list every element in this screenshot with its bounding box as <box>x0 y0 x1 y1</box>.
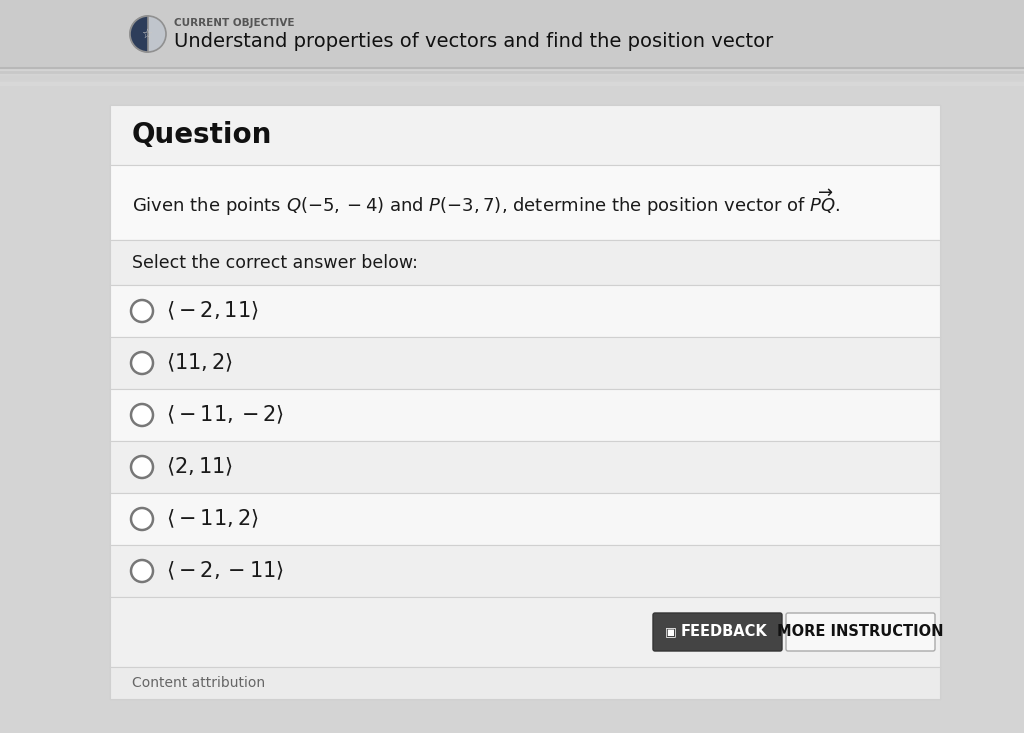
Text: ☆: ☆ <box>141 28 153 40</box>
FancyBboxPatch shape <box>786 613 935 651</box>
FancyBboxPatch shape <box>110 165 940 240</box>
Text: $\langle -11,-2\rangle$: $\langle -11,-2\rangle$ <box>166 404 285 426</box>
Circle shape <box>130 16 166 52</box>
FancyBboxPatch shape <box>110 441 940 493</box>
Text: $\langle 2,11\rangle$: $\langle 2,11\rangle$ <box>166 456 233 478</box>
Text: CURRENT OBJECTIVE: CURRENT OBJECTIVE <box>174 18 295 28</box>
FancyBboxPatch shape <box>110 285 940 337</box>
Text: Select the correct answer below:: Select the correct answer below: <box>132 254 418 271</box>
Circle shape <box>131 456 153 478</box>
Text: MORE INSTRUCTION: MORE INSTRUCTION <box>777 625 944 639</box>
Text: $\langle 11,2\rangle$: $\langle 11,2\rangle$ <box>166 352 233 375</box>
Text: FEEDBACK: FEEDBACK <box>681 625 768 639</box>
Text: $\langle -2,11\rangle$: $\langle -2,11\rangle$ <box>166 300 259 323</box>
Text: Understand properties of vectors and find the position vector: Understand properties of vectors and fin… <box>174 32 773 51</box>
FancyBboxPatch shape <box>110 105 940 699</box>
FancyBboxPatch shape <box>110 240 940 285</box>
FancyBboxPatch shape <box>110 105 940 165</box>
FancyBboxPatch shape <box>110 597 940 667</box>
Text: Question: Question <box>132 121 272 149</box>
FancyBboxPatch shape <box>0 0 1024 68</box>
Text: $\langle -2,-11\rangle$: $\langle -2,-11\rangle$ <box>166 560 285 582</box>
FancyBboxPatch shape <box>110 337 940 389</box>
Wedge shape <box>130 16 148 52</box>
FancyBboxPatch shape <box>110 493 940 545</box>
FancyBboxPatch shape <box>653 613 782 651</box>
FancyBboxPatch shape <box>110 667 940 699</box>
Circle shape <box>131 560 153 582</box>
Text: $\langle -11,2\rangle$: $\langle -11,2\rangle$ <box>166 508 259 530</box>
Circle shape <box>131 508 153 530</box>
Text: ▣: ▣ <box>665 625 677 638</box>
Text: Given the points $Q(-5,-4)$ and $P(-3,7)$, determine the position vector of $\ov: Given the points $Q(-5,-4)$ and $P(-3,7)… <box>132 187 840 218</box>
Circle shape <box>131 352 153 374</box>
Text: Content attribution: Content attribution <box>132 676 265 690</box>
FancyBboxPatch shape <box>110 389 940 441</box>
Circle shape <box>131 300 153 322</box>
FancyBboxPatch shape <box>110 545 940 597</box>
Circle shape <box>131 404 153 426</box>
